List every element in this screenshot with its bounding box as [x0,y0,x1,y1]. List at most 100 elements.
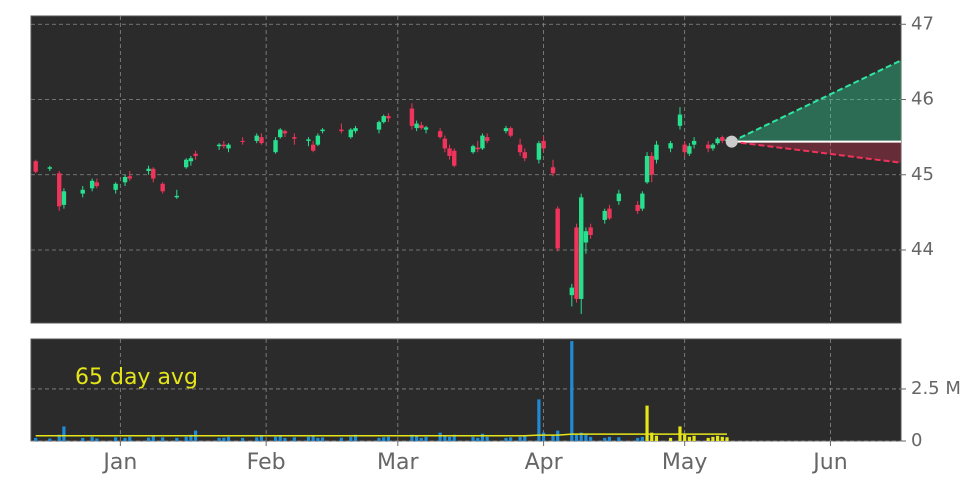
candle-body [607,208,612,219]
volume-bar [537,399,541,441]
volume-bar [222,437,226,441]
candle-body [259,137,264,144]
volume-bar [259,436,264,441]
candle-body [315,135,321,145]
volume-bar [349,436,353,441]
candle-body [541,140,546,149]
volume-bar [255,437,259,441]
volume-bar [175,437,179,441]
volume-bar [589,436,593,441]
y-tick-label: 46 [911,89,934,110]
candle-body [720,137,725,141]
candle-body [522,152,527,159]
candle-body [33,161,38,172]
volume-bar [34,437,38,441]
volume-bar [81,437,85,441]
volume-bar [607,436,612,441]
candle-body [423,127,429,130]
candle-body [555,208,560,249]
candle-body [320,129,325,132]
x-tick-label: Apr [525,450,564,475]
candle-body [80,189,85,194]
candle-body [705,144,711,149]
volume-bar [584,434,588,441]
candle-body [113,183,118,190]
candle-body [574,227,579,299]
volume-bar [316,437,320,441]
y-tick-label: 2.5 M [911,378,961,399]
candle-body [484,137,490,141]
candle-body [282,131,288,134]
candle-body [475,147,480,150]
candle-body [442,138,448,149]
volume-bar [711,436,715,441]
candle-body [183,159,189,168]
candle-body [710,144,716,149]
candle-body [61,191,67,205]
volume-bar [471,436,475,441]
volume-bar [161,437,165,441]
volume-bar [509,437,513,441]
candle-body [127,176,132,179]
candle-body [386,116,391,119]
candle-body [292,137,297,139]
y-tick-label: 47 [911,13,934,34]
volume-bar [636,437,640,441]
candle-body [687,146,692,154]
forecast-upper-line [731,59,902,143]
volume-bar [283,437,287,441]
volume-bar [415,435,419,441]
volume-bar [189,434,193,441]
x-tick-label: Feb [247,450,286,475]
volume-bar [146,437,151,441]
volume-bar [617,437,621,441]
candle-body [151,168,156,179]
candle-body [569,287,575,296]
volume-bar [476,437,480,441]
candle-body [381,116,386,123]
average-line [35,433,727,437]
candle-body [654,144,659,160]
candle-body [89,180,95,189]
forecast-lower-line [731,140,902,164]
volume-bar [382,437,386,441]
volume-bar [504,437,508,441]
candle-body [437,131,443,138]
volume-bar [90,436,94,441]
volume-bar [123,437,127,441]
candle-body [376,122,382,130]
volume-bar [447,436,452,441]
volume-bar [692,435,696,441]
candle-body [588,227,593,235]
volume-bar [579,432,583,441]
volume-bar [151,435,155,441]
volume-bar [640,436,644,441]
candle-body [452,150,457,166]
candle-body [160,183,165,192]
volume-bar [419,437,423,441]
volume-bar [278,435,282,441]
volume-bar [386,436,391,441]
candle-body [668,143,673,149]
candle-body [122,177,128,183]
volume-bar [650,432,654,441]
candle-body [221,144,227,147]
candle-body [616,193,622,202]
volume-bar [570,341,574,441]
x-tick-label: Jun [811,450,847,475]
candle-body [644,155,650,183]
candle-body [691,140,697,145]
candle-body [470,146,476,153]
volume-bar [687,436,691,441]
price-panel [30,15,902,324]
y-tick-label: 44 [911,239,934,260]
volume-bar [292,437,296,441]
candle-body [579,197,584,299]
candle-body [353,128,358,132]
y-tick-label: 0 [911,430,922,451]
candle-body [174,195,179,198]
candle-body [278,129,283,138]
volume-bar [424,436,428,441]
volume-bar [485,436,489,441]
